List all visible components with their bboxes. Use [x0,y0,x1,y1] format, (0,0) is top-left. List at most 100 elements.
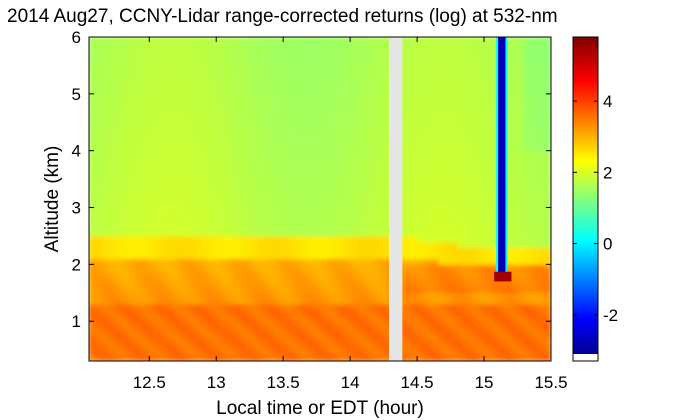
heatmap-cell [141,315,149,322]
heatmap-cell [174,315,182,322]
heatmap-cell [108,326,116,334]
heatmap-cell [411,275,420,282]
heatmap-cell [319,303,328,311]
heatmap-cell [458,53,466,61]
heatmap-cell [213,138,222,146]
heatmap-cell [458,241,466,248]
heatmap-cell [345,320,354,328]
heatmap-cell [240,354,248,361]
heatmap-cell [293,207,301,214]
heatmap-cell [365,42,374,49]
heatmap-cell [128,320,136,328]
heatmap-cell [451,269,460,277]
heatmap-cell [438,303,446,311]
heatmap-cell [273,315,281,322]
heatmap-cell [114,354,123,361]
heatmap-cell [306,184,314,191]
heatmap-cell [491,172,499,180]
heatmap-cell [167,121,176,129]
heatmap-cell [207,150,215,157]
heatmap-cell [240,332,248,339]
heatmap-cell [266,150,275,157]
heatmap-cell [101,47,110,55]
heatmap-cell [95,178,103,186]
heatmap-cell [312,286,321,294]
heatmap-cell [161,116,169,123]
heatmap-cell [431,189,440,197]
heatmap-cell [89,315,97,322]
heatmap-cell [220,343,229,351]
heatmap-cell [213,235,222,243]
heatmap-cell [108,144,116,152]
heatmap-cell [147,292,156,299]
heatmap-cell [154,292,163,299]
heatmap-cell [108,178,116,186]
heatmap-cell [279,121,288,129]
heatmap-cell [161,76,169,83]
heatmap-cell [352,178,361,186]
heatmap-cell [359,76,367,83]
heatmap-cell [312,37,321,44]
heatmap-cell [167,218,176,226]
heatmap-cell [537,110,545,118]
heatmap-cell [161,349,169,356]
heatmap-cell [517,354,526,361]
heatmap-cell [484,246,493,254]
heatmap-cell [260,292,268,299]
heatmap-cell [530,127,539,135]
heatmap-cell [89,70,97,78]
heatmap-cell [180,110,189,118]
heatmap-cell [246,59,255,66]
heatmap-cell [227,218,235,226]
heatmap-cell [174,297,182,305]
heatmap-cell [260,258,268,265]
heatmap-cell [273,104,281,112]
heatmap-cell [260,99,268,106]
heatmap-cell [405,87,413,95]
heatmap-cell [464,212,473,220]
heatmap-cell [260,252,268,260]
heatmap-cell [200,337,209,345]
heatmap-cell [95,326,103,334]
heatmap-cell [326,155,334,163]
heatmap-cell [101,275,110,282]
heatmap-cell [286,229,295,237]
heatmap-cell [279,218,288,226]
heatmap-cell [517,116,526,123]
heatmap-cell [431,116,440,123]
heatmap-cell [207,354,215,361]
heatmap-cell [352,263,361,271]
heatmap-cell [464,269,473,277]
heatmap-cell [339,349,347,356]
heatmap-cell [458,178,466,186]
heatmap-cell [279,286,288,294]
heatmap-cell [425,258,433,265]
heatmap-cell [108,332,116,339]
heatmap-cell [89,263,97,271]
heatmap-cell [187,93,196,101]
heatmap-cell [365,343,374,351]
heatmap-cell [517,138,526,146]
heatmap-cell [114,144,123,152]
heatmap-cell [319,269,328,277]
heatmap-cell [279,99,288,106]
heatmap-cell [279,81,288,89]
heatmap-cell [524,280,532,288]
heatmap-cell [319,332,328,339]
heatmap-cell [372,121,380,129]
heatmap-cell [200,201,209,209]
heatmap-cell [121,286,130,294]
heatmap-cell [319,99,328,106]
heatmap-cell [121,172,130,180]
heatmap-cell [253,81,262,89]
heatmap-cell [543,201,551,209]
heatmap-cell [477,269,486,277]
heatmap-cell [345,303,354,311]
heatmap-cell [517,332,526,339]
heatmap-cell [134,59,143,66]
heatmap-cell [194,320,202,328]
heatmap-cell [246,155,255,163]
heatmap-cell [213,127,222,135]
heatmap-cell [418,172,427,180]
heatmap-cell [213,286,222,294]
